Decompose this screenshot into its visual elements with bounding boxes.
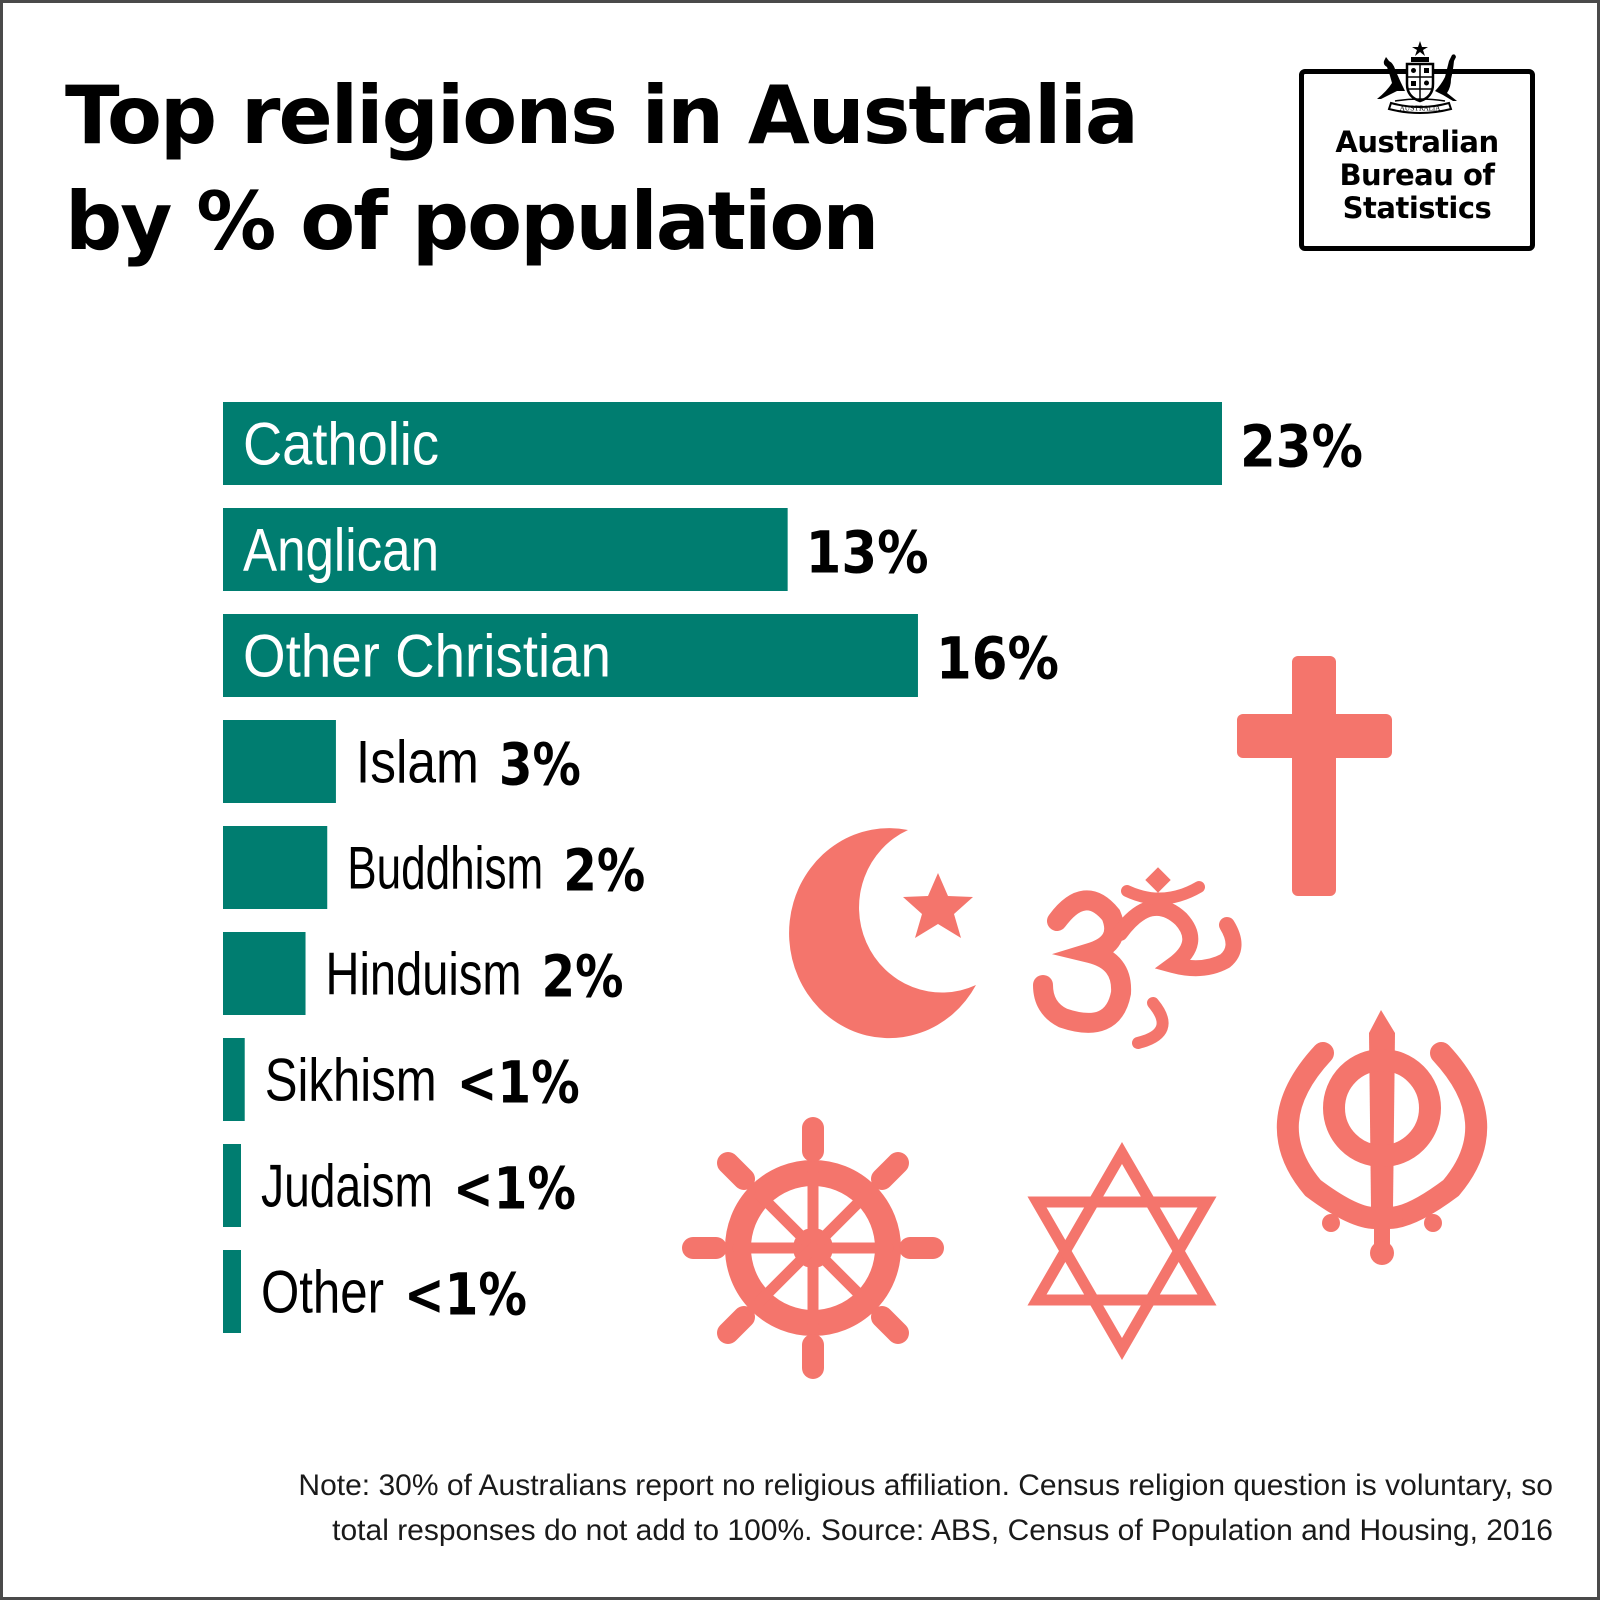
category-label-sikhism: Sikhism (265, 1047, 437, 1114)
category-label-other-christian: Other Christian (243, 623, 611, 690)
coat-of-arms-icon: AUSTRALIA (1377, 41, 1457, 114)
abs-logo: Australian Bureau of Statistics (1299, 69, 1535, 251)
om-icon (1033, 867, 1242, 1049)
category-label-anglican: Anglican (243, 517, 439, 584)
bar-other-christian (223, 614, 918, 697)
value-label-catholic: 23% (1240, 413, 1363, 481)
logo-line-2: Bureau of (1339, 158, 1495, 192)
value-label-judaism: <1% (453, 1155, 576, 1223)
cross-icon (1237, 656, 1392, 896)
bars-layer: Catholic 23% Anglican 13% Other Christian 16%… (223, 402, 1363, 1333)
category-label-islam: Islam (356, 729, 479, 796)
category-label-other: Other (261, 1259, 384, 1326)
value-label-other-christian: 16% (936, 625, 1059, 693)
dharma-wheel-icon (682, 1117, 944, 1379)
bar-sikhism (223, 1038, 245, 1121)
category-label-judaism: Judaism (261, 1153, 433, 1220)
bar-judaism (223, 1144, 241, 1227)
bar-buddhism (223, 826, 328, 909)
logo-line-1: Australian (1335, 125, 1499, 159)
footnote-line-2: total responses do not add to 100%. Sour… (332, 1514, 1553, 1547)
category-label-hinduism: Hinduism (326, 941, 522, 1008)
category-label-buddhism: Buddhism (347, 835, 543, 902)
category-label-catholic: Catholic (243, 411, 439, 478)
value-label-anglican: 13% (806, 519, 929, 587)
crescent-star-icon (789, 828, 976, 1039)
value-label-sikhism: <1% (457, 1049, 580, 1117)
value-label-buddhism: 2% (563, 837, 645, 905)
value-label-islam: 3% (499, 731, 581, 799)
value-label-other: <1% (404, 1261, 527, 1329)
logo-crest-label: AUSTRALIA (1399, 105, 1440, 113)
footnote-line-1: Note: 30% of Australians report no relig… (298, 1469, 1553, 1502)
footnote: Note: 30% of Australians report no relig… (153, 1463, 1553, 1553)
bar-hinduism (223, 932, 306, 1015)
bar-catholic (223, 402, 1222, 485)
logo-line-3: Statistics (1342, 191, 1492, 225)
khanda-icon (1276, 1010, 1488, 1265)
bar-chart: Catholic 23% Anglican 13% Other Christian 16%… (223, 402, 1488, 1379)
logo-text: Australian Bureau of Statistics (1304, 126, 1530, 225)
chart-title: Top religions in Australia by % of popul… (65, 69, 1139, 268)
star-of-david-icon (1027, 1142, 1217, 1360)
bar-anglican (223, 508, 788, 591)
bar-islam (223, 720, 336, 803)
bar-other (223, 1250, 241, 1333)
value-label-hinduism: 2% (542, 943, 624, 1011)
